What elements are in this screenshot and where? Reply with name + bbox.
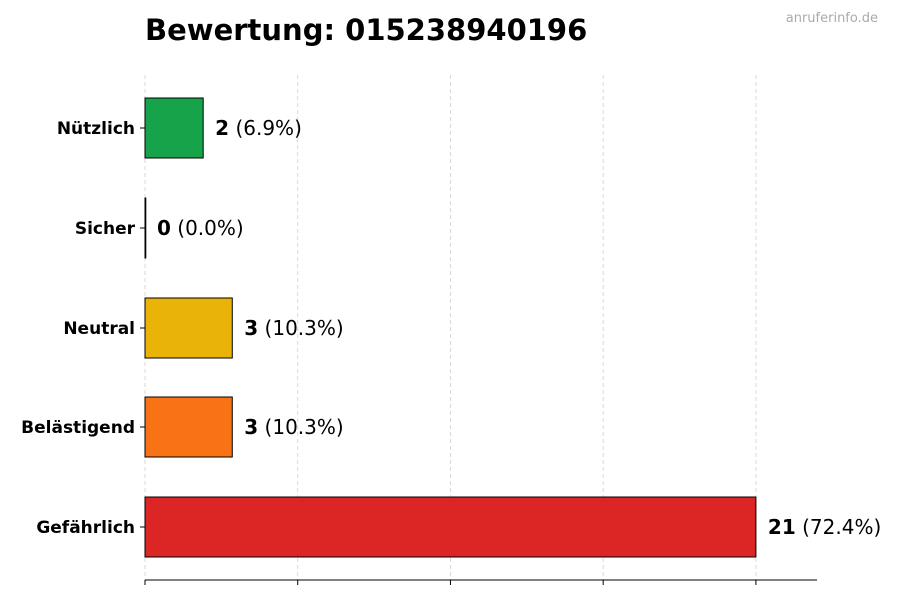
data-label: 2 (6.9%)	[215, 116, 302, 140]
data-label: 21 (72.4%)	[768, 515, 881, 539]
y-tick-label: Nützlich	[57, 119, 135, 139]
bar-1	[144, 197, 147, 259]
data-label-percent: (6.9%)	[229, 116, 302, 140]
data-label-value: 3	[244, 316, 258, 340]
y-tick-label: Gefährlich	[36, 518, 135, 538]
bar-3	[144, 396, 233, 458]
data-label: 3 (10.3%)	[244, 316, 343, 340]
data-label-value: 3	[244, 415, 258, 439]
data-label-value: 2	[215, 116, 229, 140]
bar-4	[144, 496, 757, 558]
watermark: anruferinfo.de	[786, 11, 878, 26]
data-label-percent: (10.3%)	[258, 316, 344, 340]
data-label-percent: (10.3%)	[258, 415, 344, 439]
data-label-value: 0	[157, 216, 171, 240]
y-tick-label: Belästigend	[21, 418, 135, 438]
data-label-percent: (72.4%)	[796, 515, 882, 539]
y-tick-label: Sicher	[75, 219, 136, 239]
bar-2	[144, 297, 233, 359]
data-label: 3 (10.3%)	[244, 415, 343, 439]
data-label-value: 21	[768, 515, 796, 539]
chart-title: Bewertung: 015238940196	[145, 13, 587, 47]
data-label: 0 (0.0%)	[157, 216, 244, 240]
y-tick-label: Neutral	[63, 319, 135, 339]
bar-0	[144, 97, 204, 159]
data-label-percent: (0.0%)	[171, 216, 244, 240]
